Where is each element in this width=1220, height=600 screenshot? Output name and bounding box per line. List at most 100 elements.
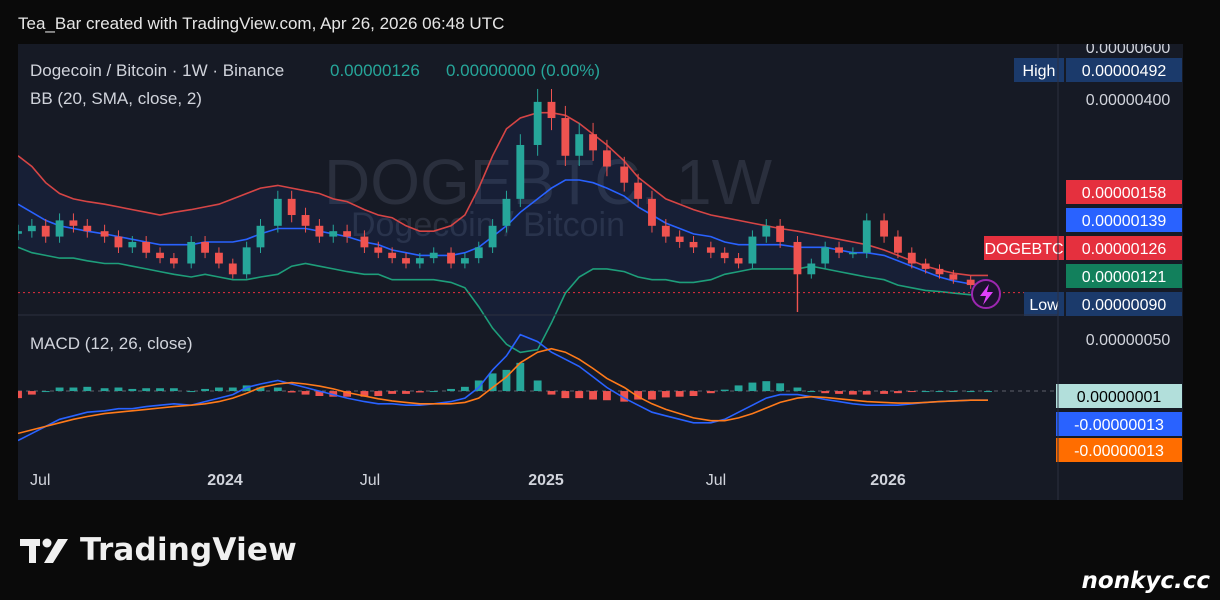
- tradingview-wordmark: TradingView: [80, 532, 297, 568]
- price-badge-tag: Low: [1029, 297, 1059, 314]
- candle-body: [100, 231, 109, 237]
- candle-body: [793, 241, 802, 275]
- y-tick-label: 0.00000400: [1086, 92, 1171, 109]
- macd-badge: [1056, 438, 1182, 462]
- candle-body: [935, 268, 944, 275]
- candle-body: [620, 166, 629, 183]
- candle-body: [156, 252, 164, 259]
- candle-body: [516, 144, 525, 199]
- legend-ohlc: 0.00000126: [330, 61, 420, 80]
- axis-layer: Jul 2024 Jul 2025 Jul 2026 0.00000600 0.0000040…: [30, 40, 1182, 489]
- macd-histogram-bar: [228, 387, 237, 392]
- candle-body: [762, 225, 771, 237]
- candle-body: [634, 182, 643, 199]
- macd-histogram-bar: [315, 391, 324, 396]
- candle-body: [561, 118, 570, 156]
- macd-histogram-bar: [273, 387, 282, 392]
- price-badge-tag: High: [1023, 63, 1056, 80]
- macd-histogram-bar: [402, 391, 410, 394]
- price-chart[interactable]: DOGEBTC, 1W Dogecoin / Bitcoin Jul2024Ju…: [14, 40, 1183, 500]
- macd-histogram-bar: [83, 386, 92, 392]
- bb-band-fill: [18, 112, 988, 353]
- macd-layer: [14, 333, 1058, 442]
- bb-upper-line: [17, 111, 988, 277]
- macd-histogram-bar: [966, 391, 975, 393]
- macd-histogram-bar: [634, 391, 643, 400]
- header-credit: Tea_Bar created with TradingView.com, Ap…: [18, 14, 505, 33]
- macd-histogram-bar: [533, 380, 542, 392]
- macd-histogram-bar: [201, 388, 209, 392]
- macd-histogram-bar: [689, 391, 698, 396]
- macd-badge-value: -0.00000013: [1074, 443, 1164, 460]
- macd-histogram-bar: [949, 391, 958, 393]
- price-badge-value: 0.00000090: [1082, 297, 1167, 314]
- macd-histogram-bar: [807, 391, 816, 393]
- price-badge-value: 0.00000121: [1082, 269, 1167, 286]
- macd-badge-value: 0.00000001: [1077, 389, 1162, 406]
- macd-histogram-bar: [55, 387, 64, 392]
- macd-histogram-bar: [762, 381, 771, 392]
- price-badge: [1066, 180, 1182, 204]
- macd-histogram-bar: [100, 388, 109, 392]
- macd-histogram-bar: [848, 391, 857, 395]
- macd-badge: [1056, 412, 1182, 436]
- candle-body: [27, 225, 36, 232]
- candle-body: [460, 258, 469, 264]
- price-badge-value: 0.00000139: [1082, 213, 1167, 230]
- price-badge: [1066, 292, 1182, 316]
- candle-body: [315, 225, 324, 237]
- candle-body: [228, 263, 237, 275]
- candle-body: [502, 198, 511, 226]
- candle-body: [14, 231, 22, 234]
- candle-body: [169, 258, 178, 264]
- price-badge-value: 0.00000158: [1082, 185, 1167, 202]
- x-tick-label: 2024: [207, 472, 243, 489]
- macd-histogram-bar: [589, 391, 597, 400]
- macd-histogram-bar: [169, 388, 178, 392]
- macd-histogram-bar: [187, 391, 196, 393]
- candle-body: [69, 220, 78, 226]
- candle-body: [41, 225, 50, 237]
- macd-histogram-bar: [114, 387, 123, 392]
- macd-histogram-bar: [984, 391, 992, 393]
- candle-body: [187, 241, 196, 264]
- macd-histogram-bar: [374, 391, 383, 396]
- candle-body: [242, 247, 251, 275]
- macd-badge-value: -0.00000013: [1074, 417, 1164, 434]
- candle-body: [894, 236, 902, 253]
- candle-body: [706, 247, 715, 253]
- macd-histogram-bar: [69, 387, 78, 392]
- candle-body: [474, 247, 483, 259]
- candle-body: [415, 258, 424, 264]
- macd-histogram-bar: [488, 373, 497, 392]
- macd-histogram-bar: [862, 391, 871, 395]
- candle-body: [215, 252, 223, 264]
- macd-histogram-bar: [921, 391, 930, 393]
- price-badge: [1066, 58, 1182, 82]
- macd-badge: [1056, 384, 1182, 408]
- macd-histogram-bar: [894, 391, 902, 394]
- candle-body: [488, 225, 497, 248]
- candle-body: [689, 241, 698, 248]
- candle-body: [301, 215, 310, 226]
- macd-histogram-bar: [415, 391, 424, 393]
- candle-body: [142, 241, 151, 253]
- candle-body: [734, 258, 743, 264]
- macd-histogram-bar: [880, 391, 888, 394]
- legend-bb: BB (20, SMA, close, 2): [30, 89, 202, 108]
- price-badge-tag-bg: [1024, 292, 1064, 316]
- macd-histogram-bar: [793, 387, 802, 392]
- macd-histogram-bar: [215, 387, 223, 392]
- lightning-alert-icon[interactable]: [971, 279, 1001, 309]
- candle-body: [907, 252, 916, 264]
- macd-histogram-bar: [907, 391, 916, 393]
- price-badge-tag-bg: [1014, 58, 1064, 82]
- x-tick-label: 2025: [528, 472, 564, 489]
- macd-line: [17, 333, 988, 442]
- candle-body: [374, 247, 383, 253]
- candle-body: [83, 225, 92, 232]
- macd-y-tick-label: 0.00000050: [1086, 332, 1171, 349]
- macd-histogram-bar: [720, 389, 729, 392]
- macd-histogram-bar: [41, 391, 50, 393]
- bb-lower-line: [17, 246, 989, 354]
